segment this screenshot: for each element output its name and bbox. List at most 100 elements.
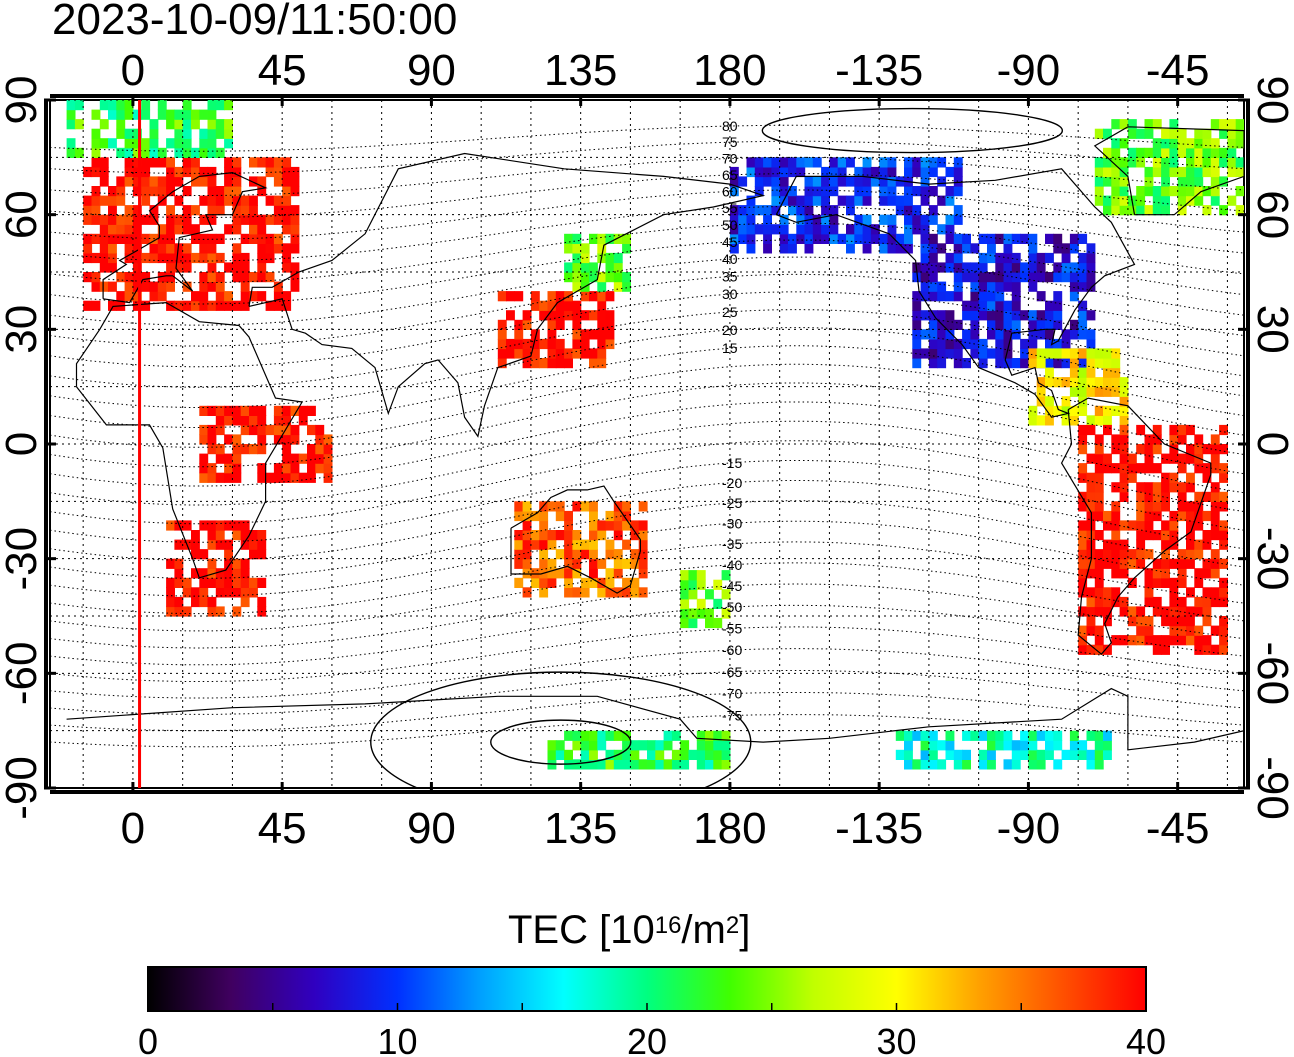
tec-cell [638,587,648,598]
tec-cell [1194,128,1204,139]
tec-cell [995,272,1005,283]
tec-cell [928,252,938,264]
tec-cell [1186,510,1195,522]
tec-cell [854,233,864,244]
tec-cell [132,214,142,225]
tec-cell [1177,128,1187,139]
tec-cell [953,176,963,187]
tec-cell [240,281,250,292]
tec-cell [215,205,225,216]
tec-cell [796,214,806,225]
tec-cell [763,233,772,244]
tec-cell [729,176,739,187]
tec-cell [671,749,681,760]
tec-cell [207,539,217,550]
tec-cell [995,300,1005,311]
tec-cell [1020,348,1029,359]
tec-cell [207,472,217,483]
tec-cell [1094,463,1104,474]
tec-cell [696,749,706,760]
tec-cell [987,329,996,340]
tec-cell [1202,186,1212,197]
tec-cell [1186,635,1195,646]
tec-cell [514,329,524,340]
tec-cell [547,740,557,751]
tec-cell [937,759,947,770]
colorbar-title-unit-exp: 2 [725,912,740,939]
tec-cell [191,568,200,579]
tec-cell [1219,128,1228,139]
tec-cell [199,252,209,264]
tec-cell [1144,463,1154,474]
tec-cell [754,205,764,216]
tec-cell [124,128,134,139]
tec-cell [729,186,739,197]
tec-cell [249,549,258,560]
tec-cell [157,176,167,187]
tec-cell [738,214,748,225]
tec-cell [249,444,258,455]
tec-cell [1036,252,1046,264]
tec-cell [937,319,947,330]
tec-cell [978,281,988,292]
tec-cell [895,243,905,254]
tec-cell [1045,730,1054,741]
tec-cell [182,100,192,111]
tec-cell [224,224,233,235]
tec-cell [132,176,142,187]
tec-cell [887,166,897,178]
tec-cell [928,358,938,369]
tec-cell [1119,606,1129,617]
tec-cell [166,176,175,187]
tec-cell [1053,243,1063,254]
tec-cell [240,596,250,608]
tec-cell [323,463,333,474]
tec-cell [987,749,996,760]
tec-cell [1144,501,1154,512]
tec-cell [290,224,300,235]
tec-cell [597,233,607,244]
tec-cell [191,291,200,302]
tec-cell [232,606,242,617]
tec-cell [589,759,598,770]
tec-cell [166,109,175,120]
tec-cell [680,740,690,751]
tec-cell [199,453,209,464]
tec-cell [232,558,242,569]
tec-cell [1152,463,1162,474]
tec-cell [1011,759,1021,770]
tec-cell [539,558,549,569]
tec-cell [1152,491,1162,502]
tec-cell [257,272,267,283]
tec-cell [1194,510,1204,522]
tec-cell [1227,119,1237,130]
colorbar-title-unit: /m [681,908,726,952]
tec-cell [232,577,242,588]
tec-cell [564,272,573,283]
y-tick-label-right: 60 [1248,190,1294,239]
tec-cell [564,348,573,359]
tec-cell [1161,491,1170,502]
tec-cell [232,195,242,206]
tec-cell [547,329,557,340]
tec-cell [547,300,557,311]
tec-cell [1036,386,1046,397]
tec-cell [1210,558,1220,569]
tec-cell [1094,596,1104,608]
tec-cell [763,205,772,216]
tec-cell [99,100,109,111]
tec-cell [589,568,598,579]
tec-cell [1144,176,1154,187]
tec-cell [207,606,217,617]
tec-cell [547,530,557,541]
tec-cell [182,128,192,139]
tec-cell [1103,424,1112,436]
tec-cell [987,272,996,283]
tec-cell [1202,596,1212,608]
tec-cell [207,568,217,579]
tec-cell [1011,749,1021,760]
tec-cell [1144,530,1154,541]
tec-cell [1194,138,1204,149]
tec-cell [157,272,167,283]
tec-cell [1061,377,1071,388]
